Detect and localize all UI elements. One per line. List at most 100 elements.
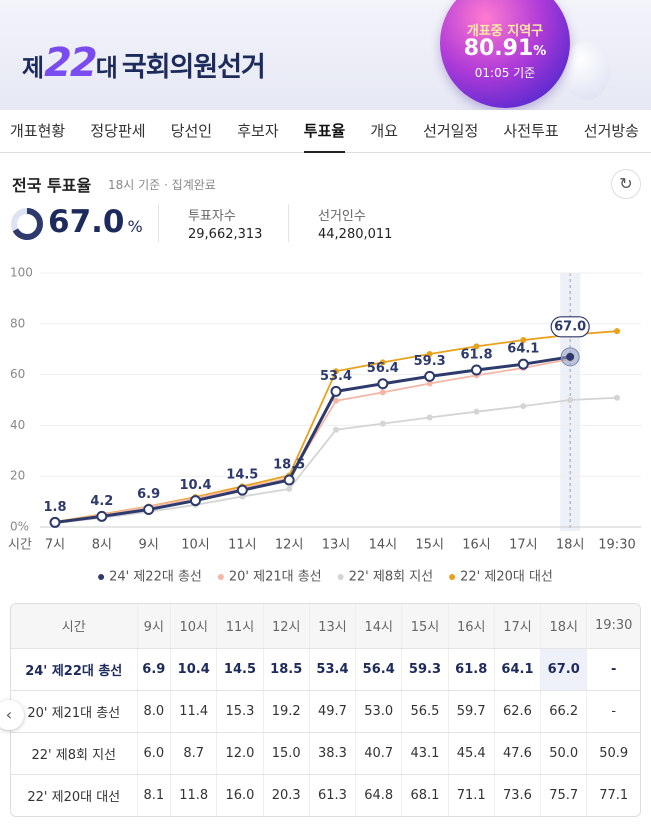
table-cell: 77.1 [586, 774, 640, 816]
nav-tab[interactable]: 선거방송 [583, 121, 639, 140]
legend: 24' 제22대 총선 20' 제21대 총선 22' 제8회 지선 22' 제20대… [98, 570, 553, 585]
scroll-left-button[interactable]: ‹ [0, 700, 24, 730]
table-cell: 61.3 [308, 774, 356, 816]
table-cell: 24' 제22대 총선 [11, 648, 137, 691]
table-cell: 8.0 [136, 690, 171, 733]
point [49, 516, 61, 528]
data-label: 56.4 [367, 361, 399, 376]
point [517, 358, 529, 370]
legend-marker [449, 574, 456, 580]
point [426, 351, 433, 358]
legend-label: 20' 제21대 총선 [229, 570, 322, 585]
logo[interactable]: 제22대 국회의원선거 [22, 40, 266, 86]
table-cell: 73.6 [493, 774, 541, 816]
table-header-cell: 11시 [216, 604, 264, 649]
table-cell: 59.3 [401, 648, 449, 691]
point [236, 484, 248, 496]
table-header-cell: 19:30 [586, 604, 640, 649]
data-label: 67.0 [554, 319, 586, 334]
y-tick-label: 20 [10, 469, 25, 483]
refresh-button[interactable]: ↻ [611, 169, 641, 199]
x-tick-label: 14시 [369, 538, 398, 553]
legend-label: 22' 제8회 지선 [349, 570, 434, 585]
point [333, 426, 339, 433]
badge[interactable]: 개표중 지역구 80.91% 01:05 기준 [440, 0, 570, 108]
x-tick-label: 17시 [509, 538, 538, 553]
nav-tab[interactable]: 당선인 [170, 121, 213, 140]
point [379, 359, 386, 366]
x-axis-label: 시간 [8, 538, 32, 553]
nav-tab[interactable]: 개요 [370, 121, 398, 140]
table-cell: - [586, 690, 640, 733]
data-label: 14.5 [226, 468, 258, 483]
table-cell: 14.5 [216, 648, 264, 691]
logo-prefix: 제 [22, 54, 45, 82]
table-cell: 50.9 [586, 732, 640, 775]
x-tick-label: 16시 [462, 538, 491, 553]
nav-tab[interactable]: 투표율 [303, 110, 346, 153]
voters-label: 투표자수 [188, 209, 236, 224]
series-line [54, 396, 618, 525]
table-row: 22' 제20대 대선 8.1 11.8 16.0 20.3 61.3 64.8 68.1 71… [11, 774, 640, 816]
table-cell: 22' 제20대 대선 [27, 789, 121, 805]
table-cell: 64.8 [355, 774, 402, 816]
electorate-label: 선거인수 [318, 209, 366, 224]
point [333, 368, 339, 375]
badge-rate: 80.91% [440, 36, 570, 61]
table-cell: 71.1 [447, 774, 495, 816]
x-tick-label: 10시 [181, 538, 210, 553]
table-cell: 68.1 [401, 774, 449, 816]
point [190, 495, 201, 507]
point [473, 343, 480, 350]
table-header-cell: 시간 [11, 604, 137, 649]
table-header-cell: 10시 [170, 604, 217, 649]
x-tick-label: 7시 [45, 538, 65, 553]
table-header-cell: 15시 [401, 604, 449, 649]
table-cell: 20.3 [262, 774, 310, 816]
value-label-box: 67.0 [550, 316, 590, 338]
point [333, 397, 339, 404]
point [283, 474, 295, 486]
table-cell: 12.0 [216, 732, 264, 775]
point [614, 328, 620, 335]
electorate: 44,280,011 [318, 227, 393, 242]
table-cell: 11.4 [170, 690, 217, 733]
point [471, 364, 482, 376]
rate-value: 67.0 [48, 204, 125, 240]
table-cell: 49.7 [308, 690, 356, 733]
point [614, 394, 620, 401]
table-header-cell: 16시 [447, 604, 495, 649]
table-cell: 16.0 [216, 774, 264, 816]
divider [288, 204, 289, 242]
x-tick-label: 12시 [275, 538, 304, 553]
series-line [54, 355, 571, 524]
nav-tab[interactable]: 개표현황 [10, 121, 66, 140]
logo-name: 국회의원선거 [121, 52, 266, 83]
badge-status: 개표중 지역구 [466, 24, 544, 39]
point [520, 403, 527, 410]
nav-tab[interactable]: 정당판세 [90, 121, 146, 140]
table-cell: 53.0 [355, 690, 402, 733]
table-cell: 75.7 [540, 774, 587, 816]
data-label: 53.4 [320, 369, 352, 384]
table-header-cell: 18시 [540, 604, 587, 649]
point [426, 380, 433, 387]
y-tick-label: 100 [10, 266, 33, 280]
table-cell: 40.7 [355, 732, 402, 775]
y-tick-label: 0% [10, 520, 29, 534]
point [520, 337, 527, 344]
badge-time: 01:05 기준 [474, 66, 536, 80]
point [143, 503, 155, 515]
table-header-cell: 13시 [308, 604, 356, 649]
nav-tab[interactable]: 사전투표 [503, 121, 559, 140]
table-cell: 62.6 [493, 690, 541, 733]
table-cell: 50.0 [540, 732, 587, 775]
table-cell: 15.0 [262, 732, 310, 775]
data-label: 4.2 [90, 494, 113, 509]
table-header-cell: 17시 [493, 604, 541, 649]
header: 제22대 국회의원선거 개표중 지역구 80.91% 01:05 기준 [0, 0, 651, 110]
legend-label: 24' 제22대 총선 [109, 570, 202, 585]
nav-tab[interactable]: 후보자 [237, 121, 279, 140]
nav-tab[interactable]: 선거일정 [423, 121, 479, 140]
